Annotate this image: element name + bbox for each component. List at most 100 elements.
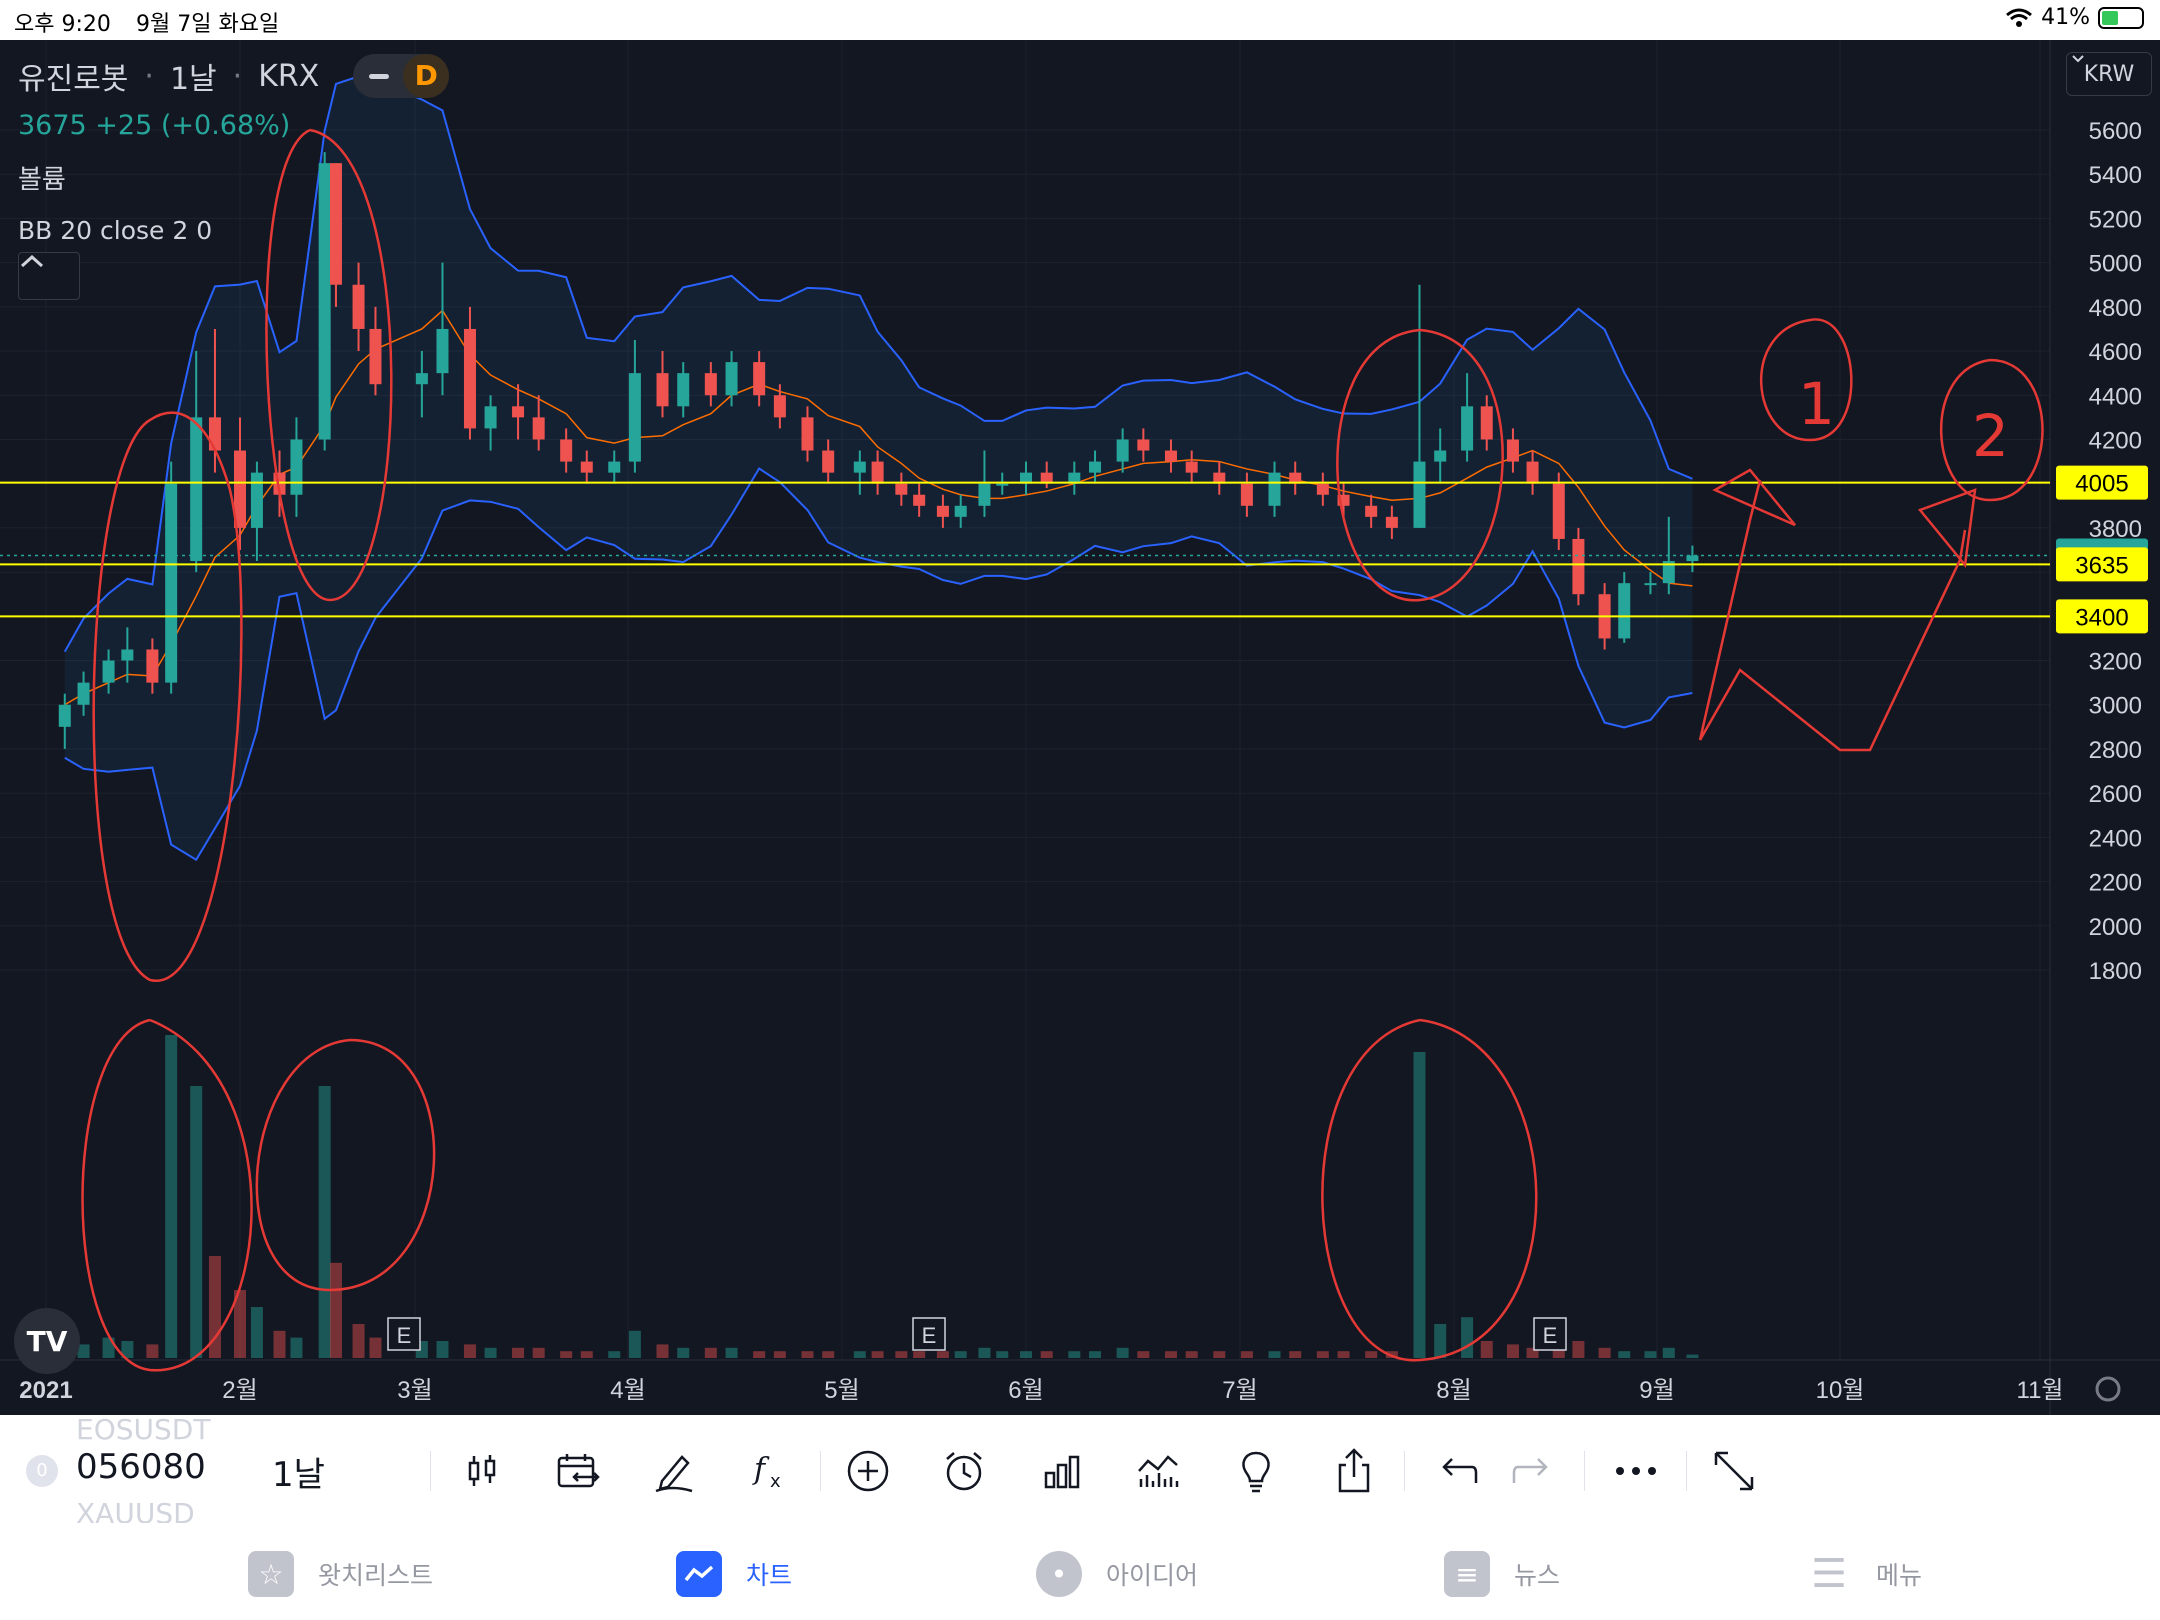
volume-bar bbox=[234, 1290, 246, 1358]
tab-label: 뉴스 bbox=[1514, 1561, 1561, 1590]
tradingview-logo[interactable]: TV bbox=[14, 1308, 80, 1374]
price-axis-label: 5200 bbox=[2089, 206, 2142, 233]
candle-body bbox=[1164, 450, 1177, 462]
toolbar-divider bbox=[1686, 1451, 1687, 1491]
volume-bar bbox=[1040, 1351, 1053, 1358]
candle-body bbox=[801, 417, 814, 451]
compare-button[interactable] bbox=[1130, 1443, 1186, 1499]
volume-bar bbox=[580, 1351, 593, 1358]
collapse-legend-button[interactable] bbox=[18, 252, 80, 300]
earnings-marker bbox=[912, 1317, 946, 1351]
legend-interval[interactable]: 1날 bbox=[169, 62, 217, 97]
time-axis-label: 10월 bbox=[1816, 1377, 1865, 1404]
fullscreen-button[interactable] bbox=[1706, 1443, 1762, 1499]
volume-bar bbox=[165, 1035, 178, 1358]
undo-button[interactable] bbox=[1430, 1443, 1486, 1499]
delay-badge: D bbox=[403, 54, 450, 98]
candles-button[interactable] bbox=[454, 1443, 510, 1499]
add-button[interactable] bbox=[840, 1443, 896, 1499]
volume-bar bbox=[463, 1344, 476, 1358]
candle-body bbox=[1240, 483, 1253, 506]
chart-canvas[interactable]: 5600540052005000480046004400420040003800… bbox=[0, 40, 2160, 1415]
annotation-stroke bbox=[1917, 488, 1977, 569]
tab-ideas[interactable]: • 아이디어 bbox=[1036, 1551, 1198, 1597]
candle-body bbox=[580, 461, 593, 473]
candle-body bbox=[608, 461, 621, 473]
volume-bar bbox=[1185, 1351, 1198, 1358]
volume-bar bbox=[853, 1351, 866, 1358]
financials-button[interactable] bbox=[1034, 1443, 1090, 1499]
symbol-selector[interactable]: 056080 bbox=[76, 1447, 206, 1487]
legend-symbol[interactable]: 유진로봇 bbox=[18, 62, 129, 97]
ideas-button[interactable] bbox=[1228, 1443, 1284, 1499]
legend-bollinger[interactable]: BB 20 close 2 0 bbox=[18, 216, 213, 245]
chart-area[interactable]: 5600540052005000480046004400420040003800… bbox=[0, 40, 2160, 1415]
volume-bar bbox=[121, 1341, 134, 1358]
ghost-symbol-prev: EOSUSDT bbox=[76, 1413, 211, 1446]
legend-exchange: KRX bbox=[258, 58, 320, 94]
volume-bar bbox=[329, 1262, 342, 1358]
candle-body bbox=[1289, 472, 1302, 484]
replay-button[interactable] bbox=[550, 1443, 606, 1499]
alert-icon bbox=[946, 1452, 982, 1491]
price-axis-label: 3800 bbox=[2089, 516, 2142, 543]
chevron-up-icon bbox=[20, 254, 44, 268]
candle-body bbox=[415, 373, 428, 385]
volume-bar bbox=[512, 1347, 525, 1358]
star-icon: ☆ bbox=[248, 1551, 294, 1597]
volume-bar bbox=[273, 1330, 286, 1358]
time-axis-label: 4월 bbox=[610, 1377, 645, 1404]
volume-bar bbox=[753, 1351, 766, 1358]
candle-body bbox=[190, 417, 203, 562]
candle-body bbox=[704, 373, 717, 396]
candle-body bbox=[512, 406, 525, 418]
tab-news[interactable]: ≡ 뉴스 bbox=[1444, 1551, 1560, 1597]
tab-chart[interactable]: 차트 bbox=[676, 1551, 792, 1597]
battery-icon bbox=[2098, 6, 2144, 29]
annotation-stroke bbox=[265, 128, 393, 602]
settings-gear-icon bbox=[2095, 1376, 2121, 1402]
fullscreen-icon bbox=[1714, 1451, 1754, 1491]
draw-button[interactable] bbox=[646, 1443, 702, 1499]
bollinger-basis bbox=[64, 309, 1693, 706]
candle-body bbox=[913, 494, 926, 506]
currency-button[interactable]: KRW bbox=[2066, 52, 2152, 96]
volume-bar bbox=[1213, 1351, 1226, 1358]
market-status-toggle[interactable]: D bbox=[353, 54, 450, 98]
candle-body bbox=[1618, 583, 1631, 639]
alert-button[interactable] bbox=[936, 1443, 992, 1499]
more-button[interactable] bbox=[1608, 1443, 1664, 1499]
legend-volume[interactable]: 볼륨 bbox=[18, 165, 66, 195]
tab-watchlist[interactable]: ☆ 왓치리스트 bbox=[248, 1551, 433, 1597]
candle-body bbox=[773, 395, 786, 418]
tab-menu[interactable]: ☰ 메뉴 bbox=[1806, 1551, 1922, 1597]
volume-bar bbox=[1316, 1351, 1329, 1358]
price-axis-label: 2800 bbox=[2089, 737, 2142, 764]
price-label-box bbox=[2056, 599, 2148, 634]
volume-bar bbox=[1598, 1347, 1611, 1358]
redo-button[interactable] bbox=[1504, 1443, 1560, 1499]
price-axis-label: 5000 bbox=[2089, 251, 2142, 278]
candle-body bbox=[436, 328, 449, 374]
candle-body bbox=[753, 362, 766, 396]
volume-bar bbox=[146, 1344, 159, 1358]
candle-body bbox=[1020, 472, 1032, 484]
volume-bar bbox=[608, 1351, 621, 1358]
share-button[interactable] bbox=[1326, 1443, 1382, 1499]
menu-icon: ☰ bbox=[1811, 1551, 1847, 1597]
draw-icon bbox=[655, 1455, 693, 1493]
candle-body bbox=[1068, 472, 1081, 484]
volume-bar bbox=[1572, 1341, 1585, 1358]
candle-body bbox=[165, 483, 178, 683]
toolbar-divider bbox=[430, 1451, 431, 1491]
candle-body bbox=[1461, 406, 1474, 451]
toolbar-divider bbox=[1584, 1451, 1585, 1491]
interval-selector[interactable]: 1날 bbox=[272, 1455, 325, 1495]
volume-bar bbox=[290, 1337, 303, 1358]
price-axis-label: 5400 bbox=[2089, 162, 2142, 189]
candle-body bbox=[1644, 583, 1657, 586]
candle-body bbox=[996, 483, 1009, 486]
price-label-text: 3635 bbox=[2075, 552, 2128, 579]
candle-body bbox=[1506, 439, 1519, 462]
